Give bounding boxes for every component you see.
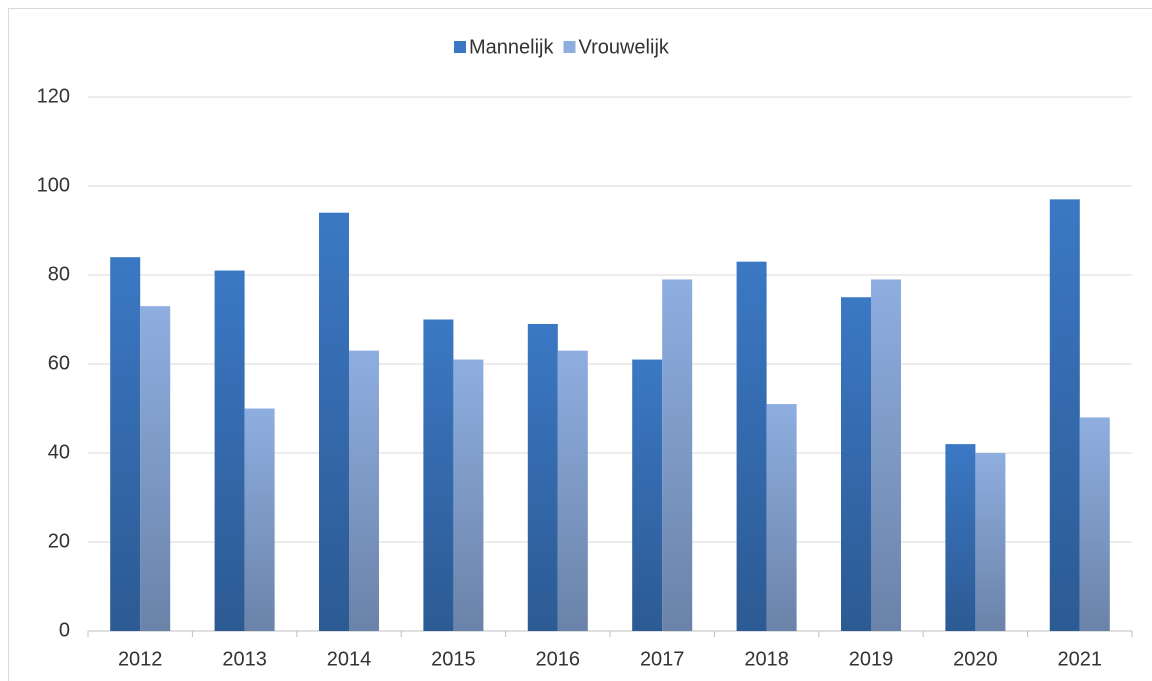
chart-border [8, 8, 1152, 681]
x-tick-label: 2017 [640, 648, 685, 670]
bar-shade [527, 323, 558, 631]
x-tick-label: 2012 [118, 648, 163, 670]
y-tick-label: 60 [48, 352, 70, 374]
y-tick-label: 40 [48, 441, 70, 463]
y-tick-label: 0 [59, 619, 70, 641]
legend-label: Mannelijk [469, 36, 554, 58]
y-tick-label: 80 [48, 263, 70, 285]
x-tick-label: 2021 [1058, 648, 1103, 670]
bar-shade [841, 297, 871, 631]
bar-shade [632, 359, 663, 631]
bar-shade [244, 408, 275, 631]
bar-shade [319, 212, 349, 631]
bar-shade [871, 279, 901, 631]
bar-shade [557, 350, 588, 631]
y-tick-label: 100 [37, 174, 70, 196]
bar-shade [423, 319, 454, 631]
bar-shade [110, 257, 141, 631]
legend-swatch [563, 41, 576, 53]
bar-shade [349, 350, 379, 631]
y-tick-label: 120 [37, 85, 70, 107]
x-tick-label: 2019 [849, 648, 894, 670]
x-tick-label: 2013 [222, 648, 267, 670]
bar-shade [214, 270, 245, 631]
bar-shade [766, 404, 797, 631]
x-tick-label: 2015 [431, 648, 476, 670]
bar-shade [1049, 199, 1080, 631]
bar-shade [662, 279, 693, 631]
x-tick-label: 2020 [953, 648, 998, 670]
x-tick-label: 2018 [744, 648, 789, 670]
legend-label: Vrouwelijk [578, 36, 669, 58]
bar-shade [975, 453, 1006, 631]
legend-swatch [454, 41, 466, 53]
bar-shade [1079, 417, 1110, 631]
bar-shade [140, 306, 171, 631]
x-tick-label: 2016 [536, 648, 581, 670]
x-tick-label: 2014 [327, 648, 372, 670]
y-tick-label: 20 [48, 530, 70, 552]
bar-shade [945, 444, 976, 631]
bar-shade [736, 261, 767, 631]
bar-shade [453, 359, 484, 631]
